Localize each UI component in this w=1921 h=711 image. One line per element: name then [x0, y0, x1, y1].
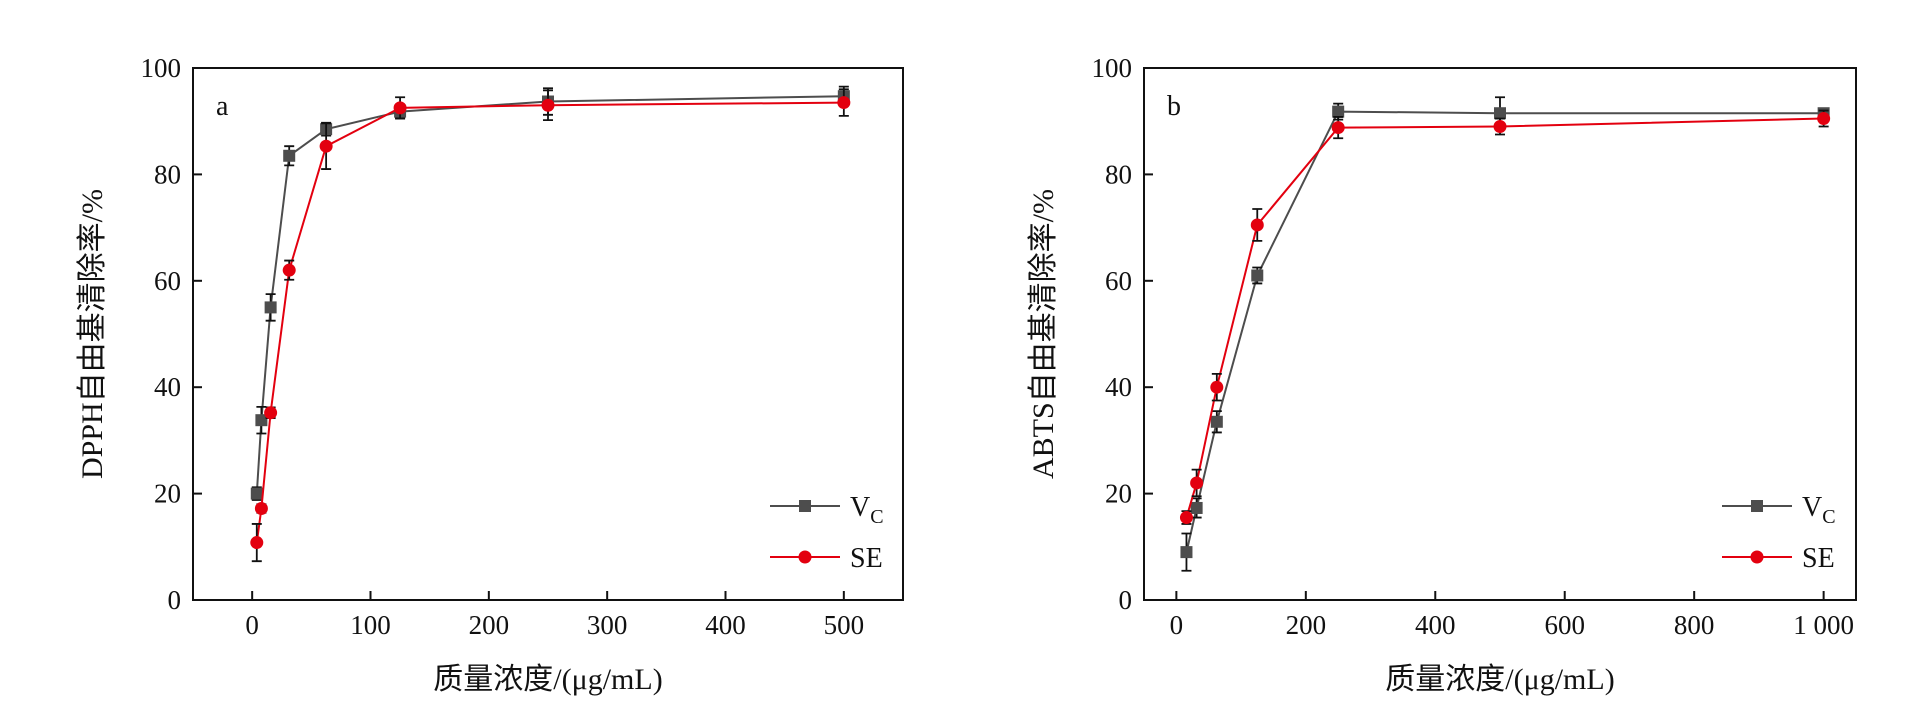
x-tick-label: 600: [1544, 610, 1585, 640]
plot-frame: [192, 67, 904, 601]
y-tick-label: 40: [154, 372, 181, 402]
legend-entry: SE: [770, 543, 883, 574]
legend-entry: VC: [1722, 492, 1836, 528]
data-point: [1179, 511, 1193, 525]
series-line: [255, 101, 844, 543]
data-point: [837, 96, 851, 110]
legend-label: SE: [850, 543, 883, 574]
x-tick-label: 0: [245, 610, 259, 640]
legend-marker: [1750, 550, 1764, 564]
series-se: [1179, 109, 1831, 525]
data-point: [1817, 112, 1831, 126]
data-point: [1190, 476, 1204, 490]
y-axis-title: DPPH自由基清除率/%: [76, 189, 109, 479]
data-point: [283, 149, 296, 162]
panel-label: a: [216, 91, 229, 122]
y-tick-label: 60: [154, 266, 181, 296]
y-tick-label: 0: [1119, 585, 1133, 615]
x-tick-label: 200: [469, 610, 510, 640]
data-point: [1493, 120, 1507, 134]
legend-label: VC: [1802, 492, 1836, 528]
x-tick-label: 0: [1170, 610, 1184, 640]
y-tick-label: 0: [168, 585, 182, 615]
x-tick-label: 400: [705, 610, 746, 640]
x-tick-label: 1 000: [1793, 610, 1854, 640]
y-tick-label: 100: [1092, 53, 1133, 83]
data-point: [282, 263, 296, 277]
legend-label: VC: [850, 492, 884, 528]
x-tick-label: 100: [350, 610, 391, 640]
x-tick-label: 300: [587, 610, 628, 640]
y-tick-label: 80: [1105, 159, 1132, 189]
x-tick-label: 500: [824, 610, 865, 640]
series-se: [250, 88, 851, 563]
legend-marker: [799, 500, 811, 512]
y-tick-label: 60: [1105, 266, 1132, 296]
data-point: [541, 98, 555, 112]
panel-label: b: [1167, 91, 1181, 122]
legend-label: SE: [1802, 543, 1835, 574]
data-point: [1251, 269, 1264, 282]
x-tick-label: 200: [1286, 610, 1327, 640]
y-axis-title: ABTS自由基清除率/%: [1027, 189, 1060, 479]
y-tick-label: 20: [1105, 479, 1132, 509]
x-axis-title: 质量浓度/(μg/mL): [1385, 663, 1614, 696]
series-line: [255, 95, 844, 494]
data-point: [1494, 107, 1506, 120]
x-tick-label: 400: [1415, 610, 1456, 640]
data-point: [319, 139, 333, 153]
y-tick-label: 80: [154, 159, 181, 189]
series-vc: [250, 85, 850, 501]
series-vc: [1180, 96, 1830, 572]
legend-marker: [798, 550, 812, 564]
y-tick-label: 20: [154, 479, 181, 509]
data-point: [1180, 546, 1193, 559]
data-point: [1332, 105, 1345, 118]
chart-panel-b: b 质量浓度/(μg/mL) ABTS自由基清除率/% 0 200 400 600 80…: [1027, 53, 1857, 696]
data-point: [264, 301, 277, 314]
data-point: [1250, 218, 1264, 232]
y-tick-label: 40: [1105, 372, 1132, 402]
data-point: [393, 101, 407, 115]
legend-entry: SE: [1722, 543, 1835, 574]
data-point: [254, 501, 268, 515]
legend-entry: VC: [770, 492, 884, 528]
plot-frame: [1143, 67, 1857, 601]
x-axis-title: 质量浓度/(μg/mL): [433, 663, 662, 696]
y-tick-label: 100: [141, 53, 182, 83]
data-point: [255, 414, 268, 427]
data-point: [1210, 415, 1223, 428]
data-point: [250, 536, 264, 550]
data-point: [1190, 501, 1203, 514]
x-tick-label: 800: [1674, 610, 1715, 640]
data-point: [250, 487, 263, 500]
data-point: [1331, 121, 1345, 135]
legend-marker: [1751, 500, 1763, 512]
data-point: [1210, 380, 1224, 394]
data-point: [264, 406, 278, 420]
chart-panel-a: a 质量浓度/(μg/mL) DPPH自由基清除率/% 0 100 200 300 40…: [76, 53, 904, 696]
